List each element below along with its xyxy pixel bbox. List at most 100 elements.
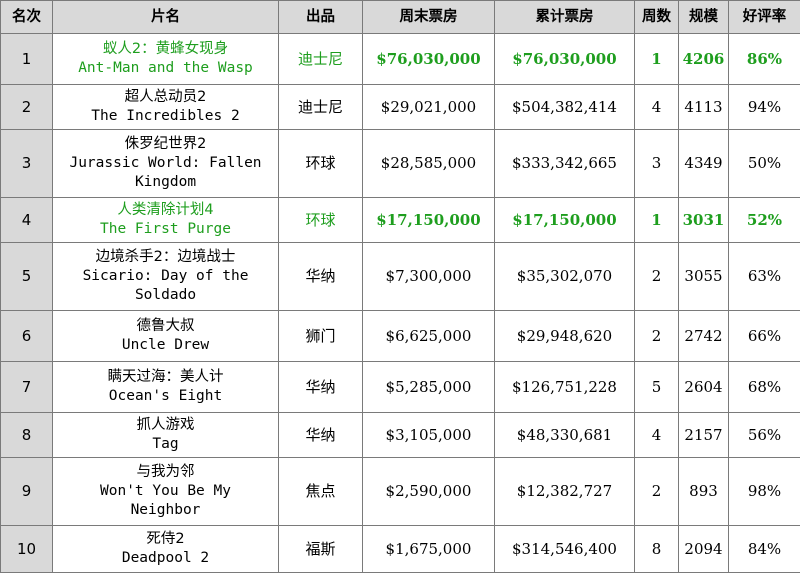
rank-cell: 9: [1, 458, 53, 526]
total-gross-cell: $126,751,228: [495, 362, 635, 413]
studio-cell: 环球: [279, 198, 363, 243]
weeks-cell: 1: [635, 34, 679, 85]
total-gross-cell: $314,546,400: [495, 526, 635, 573]
header-total-gross: 累计票房: [495, 1, 635, 34]
header-row: 名次 片名 出品 周末票房 累计票房 周数 规模 好评率: [1, 1, 800, 34]
header-rank: 名次: [1, 1, 53, 34]
rank-cell: 7: [1, 362, 53, 413]
rating-cell: 63%: [729, 243, 800, 311]
total-gross-cell: $504,382,414: [495, 85, 635, 130]
title-en: The Incredibles 2: [55, 107, 276, 126]
studio-cell: 华纳: [279, 243, 363, 311]
rank-cell: 3: [1, 130, 53, 198]
total-gross-cell: $35,302,070: [495, 243, 635, 311]
total-gross-cell: $17,150,000: [495, 198, 635, 243]
weeks-cell: 2: [635, 243, 679, 311]
weekend-gross-cell: $76,030,000: [363, 34, 495, 85]
title-en: Sicario: Day of the: [55, 267, 276, 286]
studio-cell: 迪士尼: [279, 34, 363, 85]
rank-cell: 2: [1, 85, 53, 130]
header-theaters: 规模: [679, 1, 729, 34]
theaters-cell: 3055: [679, 243, 729, 311]
title-cn: 侏罗纪世界2: [55, 135, 276, 154]
total-gross-cell: $333,342,665: [495, 130, 635, 198]
weekend-gross-cell: $5,285,000: [363, 362, 495, 413]
rating-cell: 68%: [729, 362, 800, 413]
weeks-cell: 2: [635, 311, 679, 362]
rank-cell: 4: [1, 198, 53, 243]
title-en: Kingdom: [55, 173, 276, 192]
studio-cell: 狮门: [279, 311, 363, 362]
title-en: Uncle Drew: [55, 336, 276, 355]
rating-cell: 98%: [729, 458, 800, 526]
studio-cell: 焦点: [279, 458, 363, 526]
studio-cell: 华纳: [279, 413, 363, 458]
weekend-gross-cell: $3,105,000: [363, 413, 495, 458]
header-title: 片名: [53, 1, 279, 34]
weekend-gross-cell: $1,675,000: [363, 526, 495, 573]
rating-cell: 84%: [729, 526, 800, 573]
rating-cell: 50%: [729, 130, 800, 198]
rating-cell: 52%: [729, 198, 800, 243]
weeks-cell: 4: [635, 413, 679, 458]
title-cn: 死侍2: [55, 530, 276, 549]
rank-cell: 10: [1, 526, 53, 573]
weeks-cell: 1: [635, 198, 679, 243]
weekend-gross-cell: $6,625,000: [363, 311, 495, 362]
studio-cell: 环球: [279, 130, 363, 198]
total-gross-cell: $48,330,681: [495, 413, 635, 458]
rating-cell: 56%: [729, 413, 800, 458]
rating-cell: 86%: [729, 34, 800, 85]
theaters-cell: 4349: [679, 130, 729, 198]
title-en: Soldado: [55, 286, 276, 305]
title-cn: 德鲁大叔: [55, 317, 276, 336]
title-cn: 人类清除计划4: [55, 201, 276, 220]
rank-cell: 1: [1, 34, 53, 85]
header-weeks: 周数: [635, 1, 679, 34]
theaters-cell: 2157: [679, 413, 729, 458]
weekend-gross-cell: $28,585,000: [363, 130, 495, 198]
weeks-cell: 4: [635, 85, 679, 130]
title-en: Ocean's Eight: [55, 387, 276, 406]
title-en: Won't You Be My: [55, 482, 276, 501]
weeks-cell: 5: [635, 362, 679, 413]
title-en: The First Purge: [55, 220, 276, 239]
title-en: Jurassic World: Fallen: [55, 154, 276, 173]
theaters-cell: 4206: [679, 34, 729, 85]
weeks-cell: 2: [635, 458, 679, 526]
header-weekend-gross: 周末票房: [363, 1, 495, 34]
title-cn: 瞒天过海：美人计: [55, 368, 276, 387]
theaters-cell: 893: [679, 458, 729, 526]
title-cn: 与我为邻: [55, 463, 276, 482]
weeks-cell: 8: [635, 526, 679, 573]
weekend-gross-cell: $29,021,000: [363, 85, 495, 130]
studio-cell: 华纳: [279, 362, 363, 413]
rank-cell: 6: [1, 311, 53, 362]
studio-cell: 迪士尼: [279, 85, 363, 130]
title-cn: 边境杀手2：边境战士: [55, 248, 276, 267]
rank-cell: 8: [1, 413, 53, 458]
theaters-cell: 2742: [679, 311, 729, 362]
total-gross-cell: $29,948,620: [495, 311, 635, 362]
header-studio: 出品: [279, 1, 363, 34]
weekend-gross-cell: $2,590,000: [363, 458, 495, 526]
theaters-cell: 4113: [679, 85, 729, 130]
